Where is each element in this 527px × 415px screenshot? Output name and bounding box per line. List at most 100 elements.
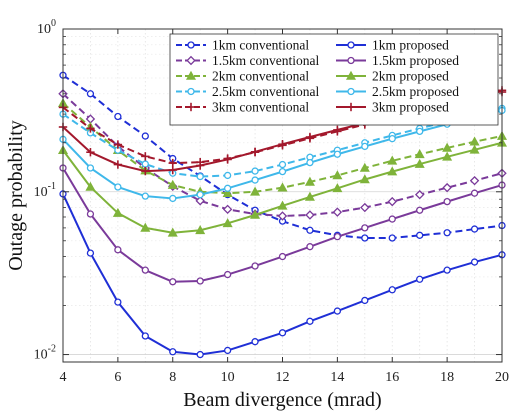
data-point <box>443 266 451 274</box>
x-tick-label: 16 <box>385 370 399 385</box>
data-point <box>360 202 370 213</box>
legend-label: 1km conventional <box>212 38 309 53</box>
data-point <box>112 207 123 217</box>
legend-label: 2km conventional <box>212 69 309 84</box>
data-point <box>443 229 451 237</box>
data-point <box>442 182 452 193</box>
legend-swatch-marker <box>187 87 195 96</box>
data-point <box>222 204 233 215</box>
data-point <box>388 135 396 143</box>
data-point <box>223 171 232 180</box>
legend-label: 2km proposed <box>372 69 449 84</box>
data-point <box>306 243 314 251</box>
data-point <box>141 160 149 168</box>
data-point <box>443 197 451 206</box>
legend-label: 2.5km conventional <box>212 84 319 99</box>
data-point <box>196 172 204 181</box>
data-point <box>141 332 149 340</box>
series-1km-proposed <box>59 190 506 359</box>
legend-box <box>169 33 499 126</box>
legend-item: 1.5km conventional <box>176 53 319 68</box>
x-tick-label: 12 <box>276 370 290 385</box>
data-point <box>277 200 288 210</box>
data-point <box>442 151 453 161</box>
legend-label: 1km proposed <box>372 38 449 53</box>
data-point <box>141 192 149 200</box>
data-point <box>223 184 232 192</box>
legend-swatch-marker <box>187 41 195 49</box>
data-point <box>86 164 95 172</box>
legend-item: 2.5km proposed <box>336 84 459 99</box>
data-point <box>470 258 479 266</box>
data-point <box>251 338 259 346</box>
data-point <box>388 286 396 294</box>
data-point <box>387 166 398 176</box>
data-point <box>278 167 287 176</box>
y-tick-label: 10-1 <box>34 181 56 200</box>
legend-label: 3km conventional <box>212 100 309 115</box>
data-point <box>414 189 425 200</box>
x-tick-label: 14 <box>330 370 344 385</box>
data-point <box>416 275 424 283</box>
data-point <box>359 174 370 184</box>
data-point <box>196 350 204 359</box>
legend-item: 2km proposed <box>336 69 449 84</box>
legend-swatch-marker <box>345 70 357 80</box>
y-tick-label: 10-2 <box>34 344 56 363</box>
data-point <box>167 227 178 237</box>
data-point <box>414 158 425 168</box>
data-point <box>168 165 177 175</box>
y-axis-title: Outage probability <box>5 120 27 271</box>
legend-swatch-marker <box>186 55 196 66</box>
legend-swatch-marker <box>346 102 356 112</box>
data-point <box>251 262 259 270</box>
data-point <box>141 266 149 274</box>
data-point <box>169 194 177 203</box>
data-point <box>114 298 122 306</box>
data-point <box>251 176 259 184</box>
data-point <box>195 196 205 206</box>
data-point <box>361 142 369 151</box>
data-point <box>333 150 342 158</box>
legend-label: 1.5km conventional <box>212 53 319 68</box>
data-point <box>167 179 178 189</box>
legend-item: 1.5km proposed <box>336 53 459 68</box>
legend-label: 2.5km proposed <box>372 84 459 99</box>
data-point <box>388 215 396 223</box>
legend-item: 1km proposed <box>336 38 449 53</box>
data-point <box>361 234 369 242</box>
data-point <box>333 125 342 135</box>
x-tick-label: 8 <box>169 370 176 385</box>
x-tick-label: 4 <box>60 370 67 385</box>
legend-item: 2km conventional <box>176 69 309 84</box>
data-point <box>141 166 150 176</box>
data-point <box>141 152 150 161</box>
data-point <box>416 231 424 239</box>
data-point <box>470 225 479 233</box>
data-point <box>416 206 424 214</box>
legend: 1km conventional 1km proposed 1.5km conven… <box>169 33 499 126</box>
data-point <box>333 233 342 241</box>
legend-swatch-marker <box>185 70 197 80</box>
data-point <box>113 160 123 169</box>
data-point <box>333 307 342 315</box>
y-tick-label: 100 <box>37 18 56 37</box>
data-point <box>169 278 177 286</box>
data-point <box>86 124 95 133</box>
data-point <box>140 222 151 232</box>
data-point <box>332 183 343 193</box>
data-point <box>277 182 288 192</box>
data-point <box>387 196 397 207</box>
data-point <box>361 224 369 232</box>
data-point <box>222 187 233 198</box>
data-point <box>361 296 369 305</box>
data-point <box>85 181 96 191</box>
data-point <box>278 160 287 169</box>
data-point <box>277 211 288 221</box>
legend-swatch-marker <box>347 87 355 96</box>
data-point <box>86 249 95 257</box>
data-point <box>304 176 315 186</box>
data-point <box>196 191 204 199</box>
data-point <box>86 90 95 98</box>
